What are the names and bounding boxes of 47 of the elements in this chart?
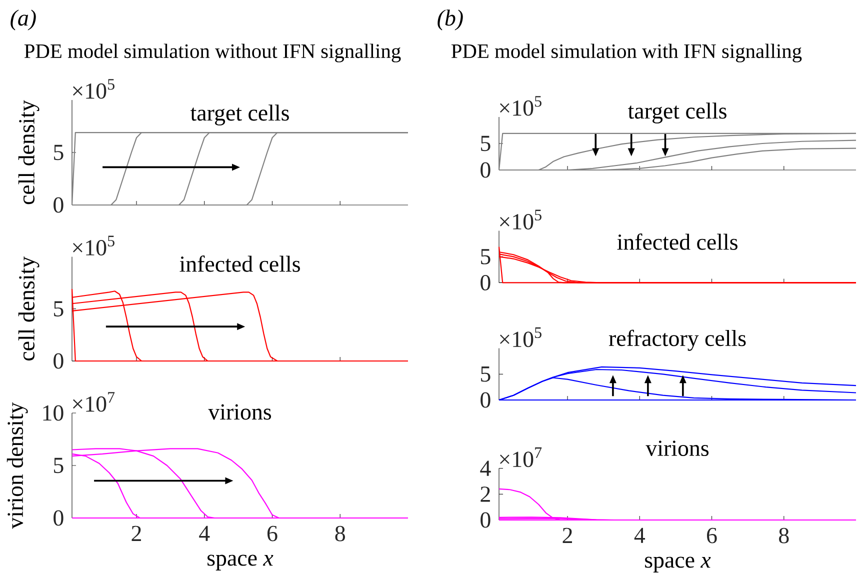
y-tick-label: 5 xyxy=(481,136,490,152)
chart-title: refractory cells xyxy=(608,330,746,351)
x-tick-label: 4 xyxy=(199,526,210,541)
text: ×10$^{5}$ xyxy=(500,96,542,116)
x-tick-label: 4 xyxy=(634,528,646,543)
text: ×10$^{7}$ xyxy=(73,392,115,412)
y-tick-label: 0 xyxy=(54,510,64,526)
y-tick-label: 5 xyxy=(54,458,64,474)
x-tick-label: 8 xyxy=(335,526,345,542)
x-tick-label: 2 xyxy=(562,528,572,544)
text: PDE model simulation without IFN signalling xyxy=(24,44,401,62)
chart-title: target cells xyxy=(190,104,289,126)
x-axis-title: space x xyxy=(208,554,274,570)
text: (b) xyxy=(438,10,463,30)
y-axis-title: virion density xyxy=(6,402,28,529)
y-tick-label: 5 xyxy=(481,249,490,264)
text: ×10$^{5}$ xyxy=(500,327,542,348)
chart-title: infected cells xyxy=(180,256,300,272)
y-tick-label: 4 xyxy=(480,460,491,476)
x-tick-label: 6 xyxy=(707,528,717,544)
y-tick-label: 0 xyxy=(480,512,490,528)
text: ×10$^{5}$ xyxy=(73,79,114,99)
x-axis-title: space x xyxy=(645,556,711,572)
y-tick-label: 0 xyxy=(480,392,490,408)
y-tick-label: 2 xyxy=(480,486,490,502)
text: ×10$^{5}$ xyxy=(73,236,114,256)
y-tick-label: 5 xyxy=(54,301,64,316)
y-tick-label: 10 xyxy=(43,405,64,421)
y-tick-label: 0 xyxy=(480,274,490,290)
chart-title: virions xyxy=(208,404,272,420)
text: PDE model simulation with IFN signalling xyxy=(451,44,802,62)
x-tick-label: 6 xyxy=(267,526,278,542)
y-tick-label: 0 xyxy=(54,353,64,369)
text: ×10$^{5}$ xyxy=(500,210,542,230)
y-tick-label: 5 xyxy=(54,144,64,160)
x-tick-label: 8 xyxy=(779,528,789,544)
x-tick-label: 2 xyxy=(132,526,141,542)
y-axis-title: cell density xyxy=(18,256,40,360)
y-tick-label: 0 xyxy=(54,197,64,213)
chart-title: infected cells xyxy=(617,234,738,250)
y-axis-title: cell density xyxy=(18,100,40,204)
text: (a) xyxy=(10,10,36,30)
text: ×10$^{7}$ xyxy=(500,447,542,468)
y-tick-label: 5 xyxy=(481,366,490,382)
chart-title: target cells xyxy=(628,102,726,124)
chart-title: virions xyxy=(646,440,709,456)
y-tick-label: 0 xyxy=(480,162,490,178)
